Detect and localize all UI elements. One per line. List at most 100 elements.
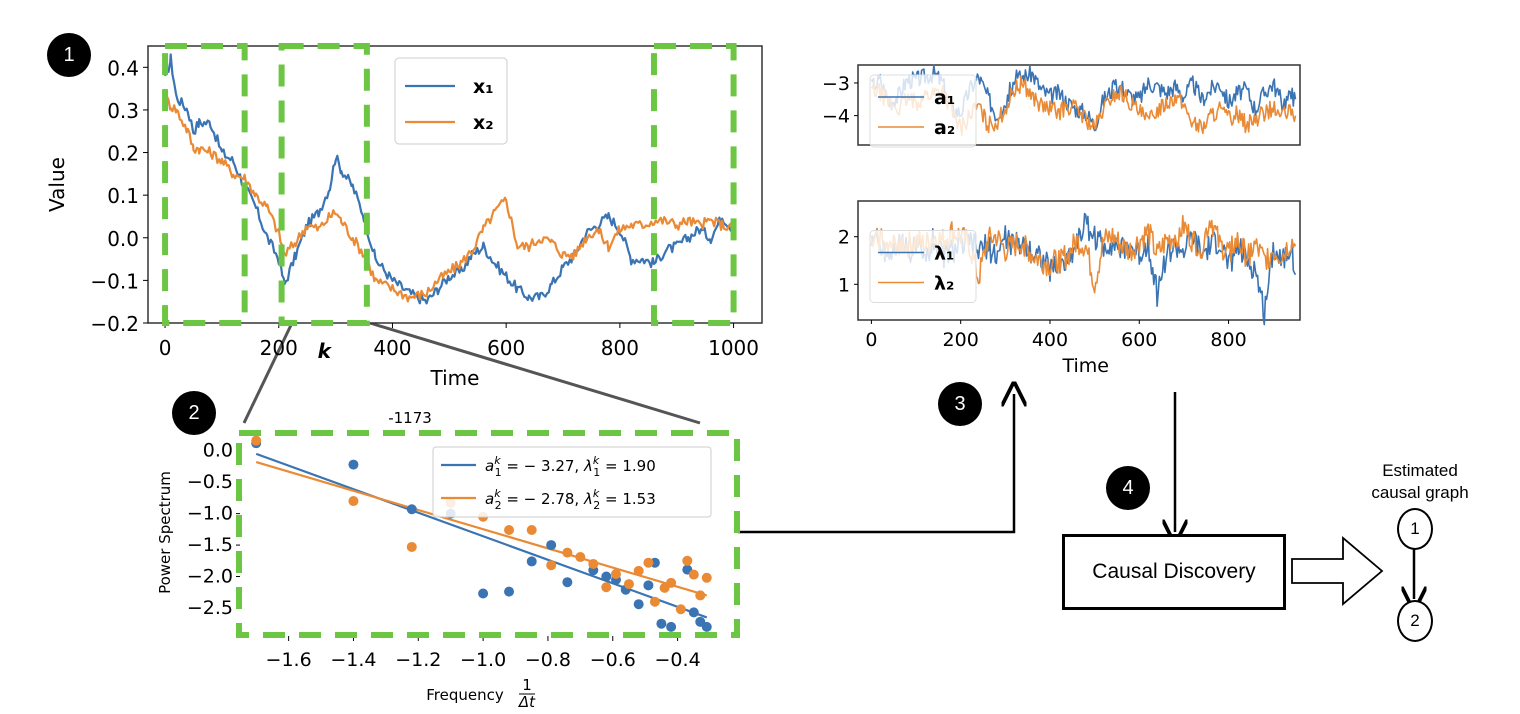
scatter-point-series2 bbox=[562, 547, 573, 558]
y-tick-label: −1.5 bbox=[187, 534, 233, 556]
x-axis-label: Frequency bbox=[426, 686, 504, 704]
y-tick-label: −0.2 bbox=[90, 312, 139, 336]
x-tick-label: −0.6 bbox=[590, 649, 636, 671]
scatter-point-series1 bbox=[478, 588, 489, 599]
x-tick-label: −0.8 bbox=[525, 649, 571, 671]
x-tick-label: −1.6 bbox=[266, 649, 312, 671]
x-tick-label: −0.4 bbox=[655, 649, 701, 671]
scatter-point-series1 bbox=[656, 618, 667, 629]
step-badge-1-label: 1 bbox=[63, 43, 75, 66]
y-tick-label: −3 bbox=[822, 73, 850, 95]
y-tick-label: −2.0 bbox=[187, 566, 233, 588]
fit-line-series1 bbox=[255, 452, 708, 619]
timeseries-chart: −0.2 −0.1 0.0 0.1 0.2 0.3 0.4 0 200 400 600 800 1000… bbox=[45, 43, 763, 390]
x-axis-label: Time bbox=[1061, 355, 1109, 377]
scatter-point-series1 bbox=[633, 599, 644, 610]
scatter-point-series2 bbox=[504, 524, 515, 535]
tiny-label: -1173 bbox=[388, 410, 432, 427]
y-tick-label: 1 bbox=[838, 274, 850, 296]
scatter-point-series2 bbox=[526, 524, 537, 535]
estimated-graph-title-line2: causal graph bbox=[1371, 483, 1469, 502]
legend-label-0: a₁ bbox=[934, 87, 955, 109]
window-box-1 bbox=[278, 43, 370, 326]
scatter-point-series2 bbox=[623, 579, 634, 590]
legend-label-1: a₂ bbox=[934, 117, 955, 139]
scatter-point-series1 bbox=[406, 504, 417, 515]
window-frame bbox=[236, 430, 740, 638]
scatter-point-series2 bbox=[406, 541, 417, 552]
x-tick-label: 0 bbox=[865, 329, 877, 351]
causal-discovery-label: Causal Discovery bbox=[1092, 560, 1256, 583]
legend-frame bbox=[869, 74, 977, 148]
y-tick-label: 2 bbox=[838, 227, 850, 249]
scatter-point-series1 bbox=[562, 577, 573, 588]
scatter-point-series1 bbox=[688, 607, 699, 618]
y-tick-label: −2.5 bbox=[187, 597, 233, 619]
scatter-point-series2 bbox=[601, 582, 612, 593]
legend-label-1: λ₂ bbox=[934, 273, 954, 295]
block-arrow-icon bbox=[1291, 536, 1384, 606]
scatter-point-series2 bbox=[701, 572, 712, 583]
window-box-0 bbox=[162, 43, 248, 326]
a-params-chart: −3 −4 a₁ a₂ bbox=[822, 64, 1301, 148]
graph-node-1: 1 bbox=[1397, 508, 1433, 550]
graph-node-1-label: 1 bbox=[1410, 519, 1420, 538]
legend: x₁ x₂ bbox=[394, 57, 508, 145]
x-tick-label: 1000 bbox=[708, 336, 759, 360]
x-tick-label: 800 bbox=[1210, 329, 1246, 351]
scatter-point-series2 bbox=[688, 569, 699, 580]
scatter-point-series2 bbox=[695, 590, 706, 601]
y-tick-label: 0.2 bbox=[107, 142, 139, 166]
estimated-graph-title: Estimated causal graph bbox=[1360, 460, 1480, 504]
window-k-label: k bbox=[318, 339, 333, 363]
scatter-point-series1 bbox=[643, 580, 654, 591]
x-tick-label: −1.0 bbox=[460, 649, 506, 671]
scatter-point-series2 bbox=[682, 555, 693, 566]
legend: a₁ a₂ bbox=[869, 74, 977, 148]
legend-label-1: x₂ bbox=[473, 112, 494, 134]
x-tick-label: 400 bbox=[373, 336, 411, 360]
scatter-point-series2 bbox=[251, 435, 262, 446]
scatter-point-series1 bbox=[601, 571, 612, 582]
y-axis-label: Power Spectrum bbox=[156, 471, 174, 594]
step-badge-2: 2 bbox=[172, 391, 216, 435]
causal-discovery-box: Causal Discovery bbox=[1062, 534, 1286, 610]
scatter-point-series2 bbox=[649, 596, 660, 607]
x-tick-label: 600 bbox=[1121, 329, 1157, 351]
legend-label-0: x₁ bbox=[473, 76, 494, 98]
x-axis-label: Time bbox=[430, 366, 480, 390]
step-badge-4-label: 4 bbox=[1122, 476, 1134, 499]
scatter-point-series2 bbox=[588, 558, 599, 569]
lambda-params-chart: 1 2 0 200 400 600 800 Time λ₁ λ₂ bbox=[838, 200, 1301, 377]
legend-label-1: ak 2 = − 2.78, λk 2 = 1.53 bbox=[485, 487, 656, 512]
step-badge-2-label: 2 bbox=[188, 401, 200, 424]
scatter-point-series2 bbox=[643, 557, 654, 568]
fit-line-series2 bbox=[255, 460, 708, 597]
series-line-x1 bbox=[164, 53, 735, 305]
legend-frame bbox=[432, 446, 712, 518]
x-axis-fraction-den: Δt bbox=[518, 693, 536, 710]
series-line-x2 bbox=[164, 94, 735, 303]
step-badge-3-label: 3 bbox=[954, 392, 966, 415]
y-tick-label: −0.5 bbox=[187, 471, 233, 493]
x-tick-label: 200 bbox=[943, 329, 979, 351]
x-tick-label: 0 bbox=[159, 336, 172, 360]
scatter-point-series1 bbox=[546, 540, 557, 551]
y-axis-label: Value bbox=[45, 157, 69, 212]
y-tick-label: 0.1 bbox=[107, 184, 139, 208]
x-tick-label: −1.4 bbox=[330, 649, 376, 671]
x-tick-label: 200 bbox=[260, 336, 298, 360]
scatter-point-series1 bbox=[666, 621, 677, 632]
scatter-point-series2 bbox=[546, 560, 557, 571]
legend-frame bbox=[869, 230, 977, 303]
x-tick-label: −1.2 bbox=[395, 649, 441, 671]
scatter-point-series2 bbox=[611, 569, 621, 580]
legend: ak 1 = − 3.27, λk 1 = 1.90 ak 2 = − 2.78, λk… bbox=[432, 446, 712, 518]
x-tick-label: 400 bbox=[1032, 329, 1068, 351]
scatter-point-series1 bbox=[526, 556, 537, 567]
scatter-point-series1 bbox=[348, 459, 359, 470]
scatter-point-series2 bbox=[348, 496, 359, 507]
scatter-point-series2 bbox=[666, 577, 677, 588]
y-tick-label: 0.0 bbox=[203, 440, 233, 462]
scatter-point-series2 bbox=[675, 604, 686, 615]
